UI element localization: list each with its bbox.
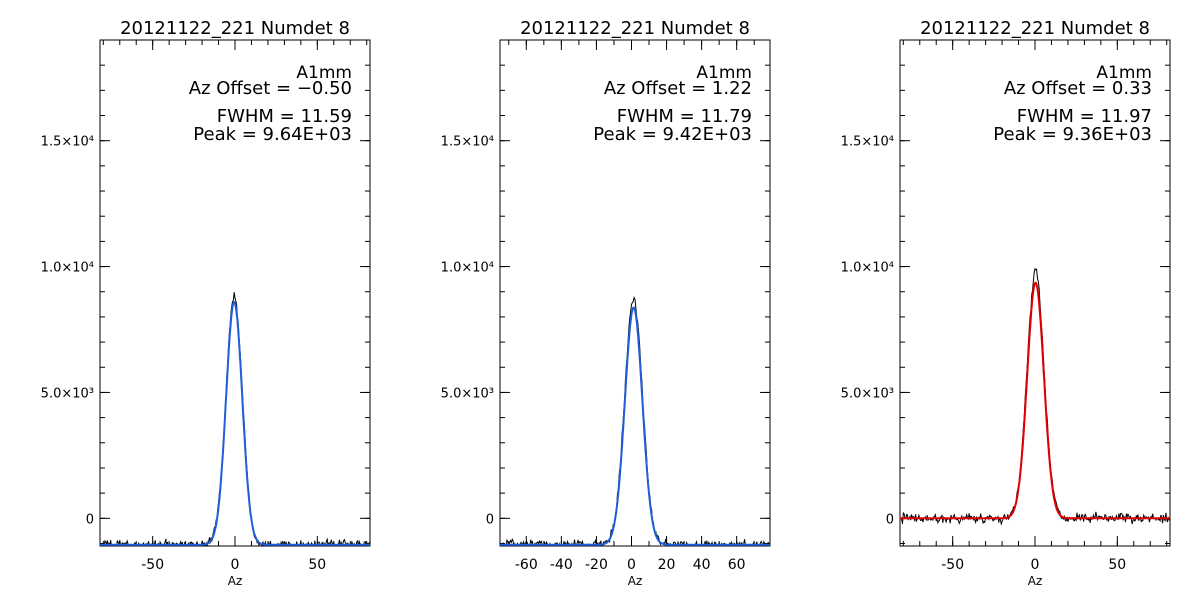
panel-1: 20121122_221 Numdet 8 -50 0 50 0 5.0×10³ 1.0×1… xyxy=(41,18,371,588)
annotation-fwhm: FWHM = 11.59 xyxy=(217,106,352,127)
x-tick-label: -20 xyxy=(585,557,608,573)
x-axis-label: Az xyxy=(228,574,243,588)
x-tick-label: -60 xyxy=(515,557,538,573)
y-tick-label: 0 xyxy=(486,512,494,527)
annotation-peak: Peak = 9.64E+03 xyxy=(193,124,352,145)
y-tick-label: 1.5×10⁴ xyxy=(841,135,894,150)
chart-title: 20121122_221 Numdet 8 xyxy=(920,18,1150,39)
y-tick-label: 0 xyxy=(886,512,894,527)
data-series-line xyxy=(900,267,1170,526)
x-tick-label: 40 xyxy=(693,557,711,573)
chart-title: 20121122_221 Numdet 8 xyxy=(520,18,750,39)
annotation-fwhm: FWHM = 11.79 xyxy=(617,106,752,127)
panel-2: 20121122_221 Numdet 8 -60 -40 -20 0 20 40 60 0 5.… xyxy=(441,18,771,588)
x-tick-label: 0 xyxy=(1031,557,1040,573)
annotation-peak: Peak = 9.42E+03 xyxy=(593,124,752,145)
data-series-line xyxy=(500,295,770,546)
annotation-detector: A1mm xyxy=(296,63,352,83)
annotation-peak: Peak = 9.36E+03 xyxy=(993,124,1152,145)
x-tick-label: 20 xyxy=(658,557,676,573)
x-tick-label: -50 xyxy=(141,557,164,573)
annotation-detector: A1mm xyxy=(1096,63,1152,83)
y-tick-label: 1.0×10⁴ xyxy=(441,261,494,276)
fit-series-line xyxy=(900,281,1170,520)
annotation-detector: A1mm xyxy=(696,63,752,83)
annotation-az-offset: Az Offset = −0.50 xyxy=(189,78,352,99)
y-tick-label: 1.0×10⁴ xyxy=(841,261,894,276)
x-tick-label: -40 xyxy=(550,557,573,573)
x-axis-label: Az xyxy=(1028,574,1043,588)
fit-series-line xyxy=(500,306,770,546)
y-tick-label: 0 xyxy=(86,512,94,527)
y-tick-label: 5.0×10³ xyxy=(441,386,494,401)
plot-frame xyxy=(499,39,771,547)
x-tick-label: 50 xyxy=(1108,557,1126,573)
x-axis-label: Az xyxy=(628,574,643,588)
y-tick-label: 1.5×10⁴ xyxy=(441,135,494,150)
x-tick-label: 0 xyxy=(627,557,636,573)
annotation-az-offset: Az Offset = 0.33 xyxy=(1004,78,1152,99)
y-tick-label: 1.0×10⁴ xyxy=(41,261,94,276)
x-tick-label: 60 xyxy=(728,557,746,573)
annotation-fwhm: FWHM = 11.97 xyxy=(1017,106,1152,127)
chart-title: 20121122_221 Numdet 8 xyxy=(120,18,350,39)
x-tick-label: 0 xyxy=(231,557,240,573)
annotation-az-offset: Az Offset = 1.22 xyxy=(604,78,752,99)
y-tick-label: 1.5×10⁴ xyxy=(41,135,94,150)
y-tick-label: 5.0×10³ xyxy=(41,386,94,401)
panel-3: 20121122_221 Numdet 8 -50 0 50 0 5.0×10³ 1.0×1… xyxy=(841,18,1171,588)
fit-series-line xyxy=(100,300,370,546)
x-tick-label: -50 xyxy=(941,557,964,573)
y-tick-label: 5.0×10³ xyxy=(841,386,894,401)
data-series-line xyxy=(100,292,370,546)
x-tick-label: 50 xyxy=(308,557,326,573)
